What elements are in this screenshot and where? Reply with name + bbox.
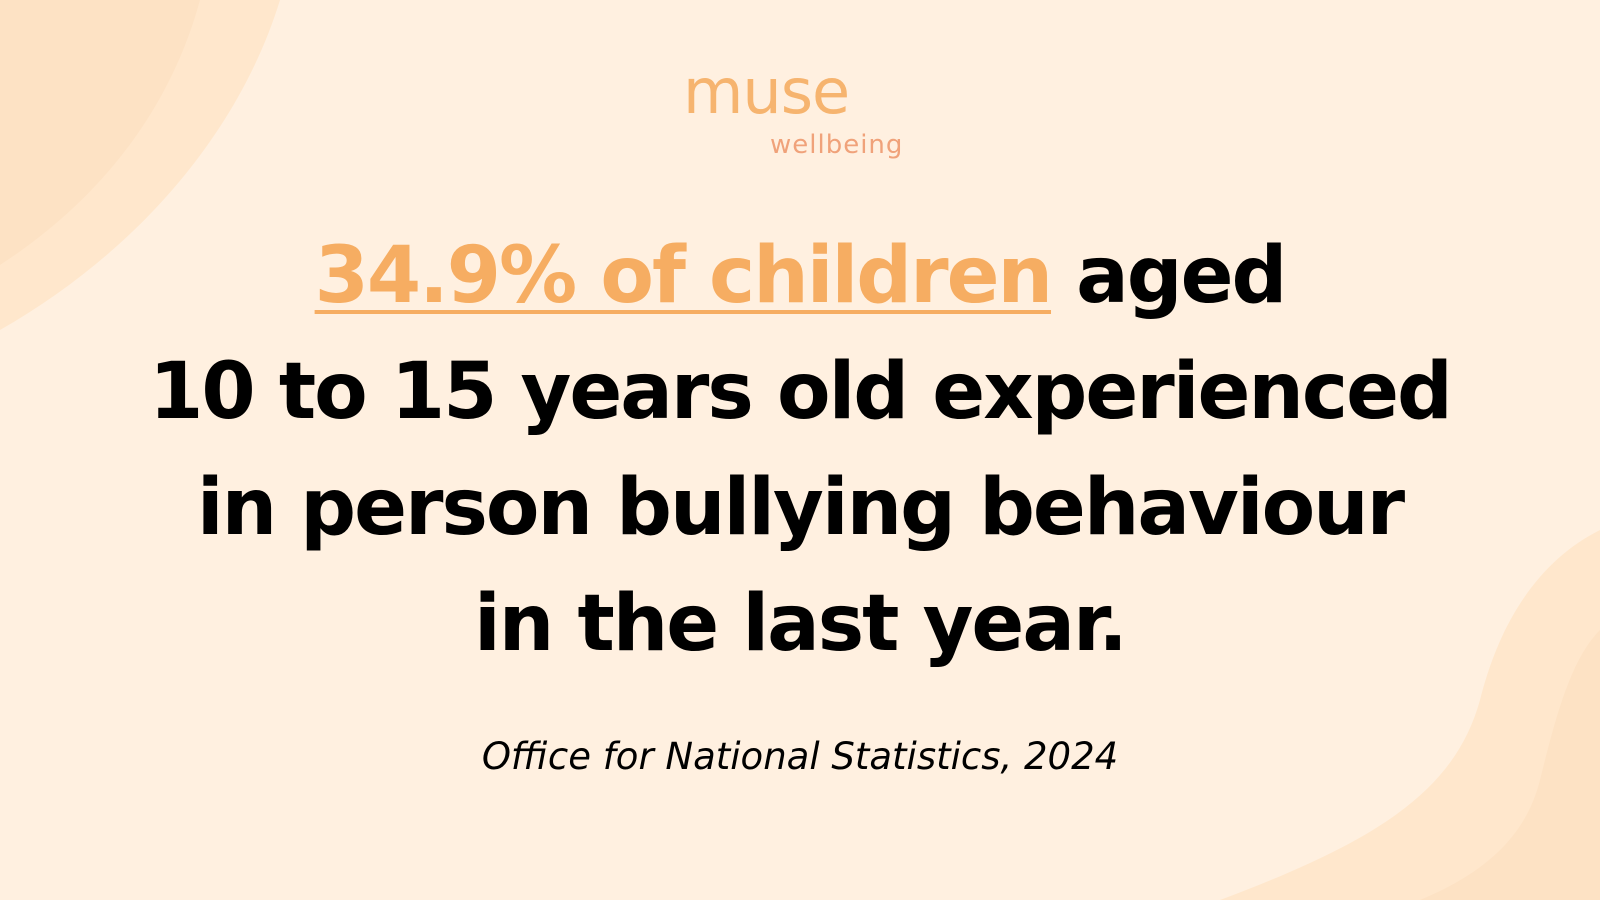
brand-tagline: wellbeing (770, 130, 904, 160)
headline-line-1-rest: aged (1051, 231, 1287, 321)
headline-line-2: 10 to 15 years old experienced (149, 347, 1453, 437)
headline-line-4: in the last year. (474, 579, 1128, 669)
headline-highlight: 34.9% of children (314, 231, 1053, 321)
brand-name: muse (683, 55, 850, 128)
bottom-right-wave-inner (1420, 630, 1600, 900)
source-citation: Office for National Statistics, 2024 (481, 735, 1119, 778)
headline-line-1: 34.9% of children aged (0, 218, 1600, 334)
top-left-wave-inner (0, 0, 200, 265)
bottom-right-wave (1220, 530, 1600, 900)
headline-line-3: in person bullying behaviour (196, 463, 1405, 553)
headline: 34.9% of children aged 10 to 15 years ol… (0, 218, 1600, 682)
brand-logo: muse wellbeing (0, 52, 1600, 172)
